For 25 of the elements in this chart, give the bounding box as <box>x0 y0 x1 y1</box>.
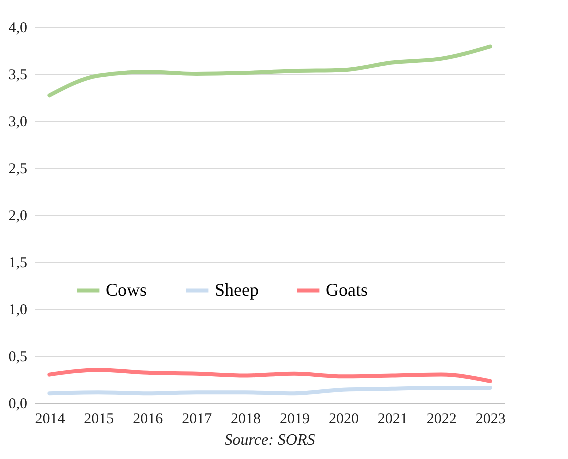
legend-label: Goats <box>326 280 368 300</box>
y-tick-label: 3,5 <box>8 68 28 84</box>
x-tick-label: 2021 <box>378 412 408 428</box>
source-note: Source: SORS <box>224 432 316 449</box>
x-tick-label: 2016 <box>133 412 164 428</box>
legend-label: Cows <box>106 280 148 300</box>
y-tick-label: 0,5 <box>8 350 28 366</box>
x-tick-label: 2020 <box>328 412 359 428</box>
y-tick-label: 0,0 <box>8 396 28 412</box>
x-tick-label: 2018 <box>231 412 262 428</box>
x-tick-label: 2019 <box>280 412 310 428</box>
line-series <box>48 368 492 384</box>
y-tick-label: 4,0 <box>8 20 28 36</box>
legend-label: Sheep <box>215 280 259 300</box>
x-tick-label: 2015 <box>84 412 114 428</box>
y-tick-label: 1,0 <box>8 302 28 318</box>
x-tick-label: 2017 <box>182 412 213 428</box>
x-tick-label: 2023 <box>476 412 506 428</box>
y-tick-label: 2,0 <box>8 208 28 224</box>
y-tick-label: 3,0 <box>8 114 28 130</box>
x-tick-label: 2022 <box>426 412 457 428</box>
line-series <box>48 44 492 98</box>
x-tick-label: 2014 <box>35 412 66 428</box>
y-tick-label: 2,5 <box>8 162 28 178</box>
y-tick-label: 1,5 <box>8 256 28 272</box>
